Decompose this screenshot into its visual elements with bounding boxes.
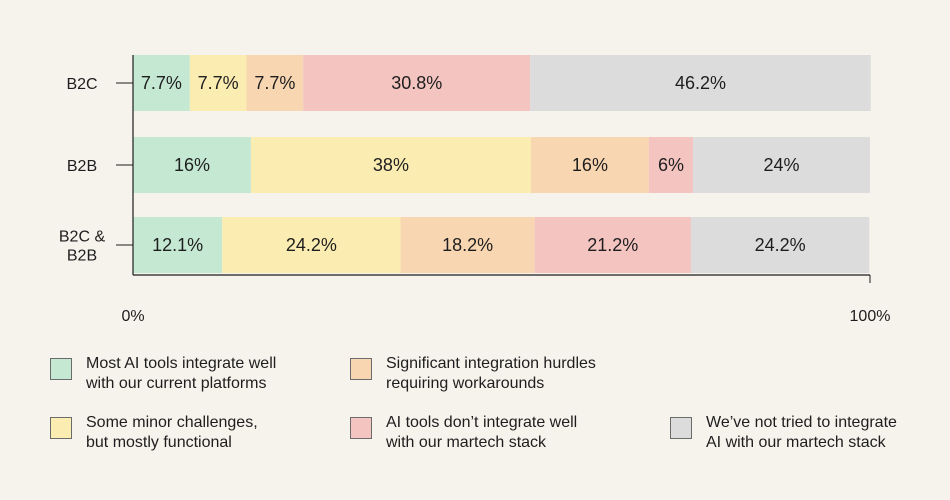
bar-segment [534,217,691,273]
data-label: 6% [658,155,684,175]
category-label: B2B [67,158,97,175]
bar-segment [222,217,401,273]
data-label: 46.2% [675,73,726,93]
bar-segment [189,55,247,111]
bar-segment [133,55,190,111]
bar-segment [690,217,870,273]
bar-segment [530,55,871,111]
x-tick-label: 0% [121,308,144,325]
bar-segment [648,137,694,193]
bar-segment [400,217,535,273]
bar-segment [246,55,304,111]
data-label: 16% [572,155,608,175]
bar-segment [250,137,531,193]
data-label: 30.8% [391,73,442,93]
bar-segment [303,55,531,111]
category-label: B2C & B2B [59,229,106,265]
data-label: 21.2% [587,235,638,255]
data-label: 12.1% [152,235,203,255]
x-tick-label: 100% [850,308,891,325]
data-label: 7.7% [198,73,239,93]
data-label: 38% [373,155,409,175]
bar-segment [693,137,870,193]
data-label: 24.2% [755,235,806,255]
data-label: 24% [764,155,800,175]
data-label: 24.2% [286,235,337,255]
data-label: 7.7% [141,73,182,93]
bar-segment [133,137,251,193]
data-label: 16% [174,155,210,175]
bar-segment [133,217,223,273]
data-label: 18.2% [442,235,493,255]
bar-segment [530,137,649,193]
data-label: 7.7% [254,73,295,93]
category-label: B2C [66,76,97,93]
